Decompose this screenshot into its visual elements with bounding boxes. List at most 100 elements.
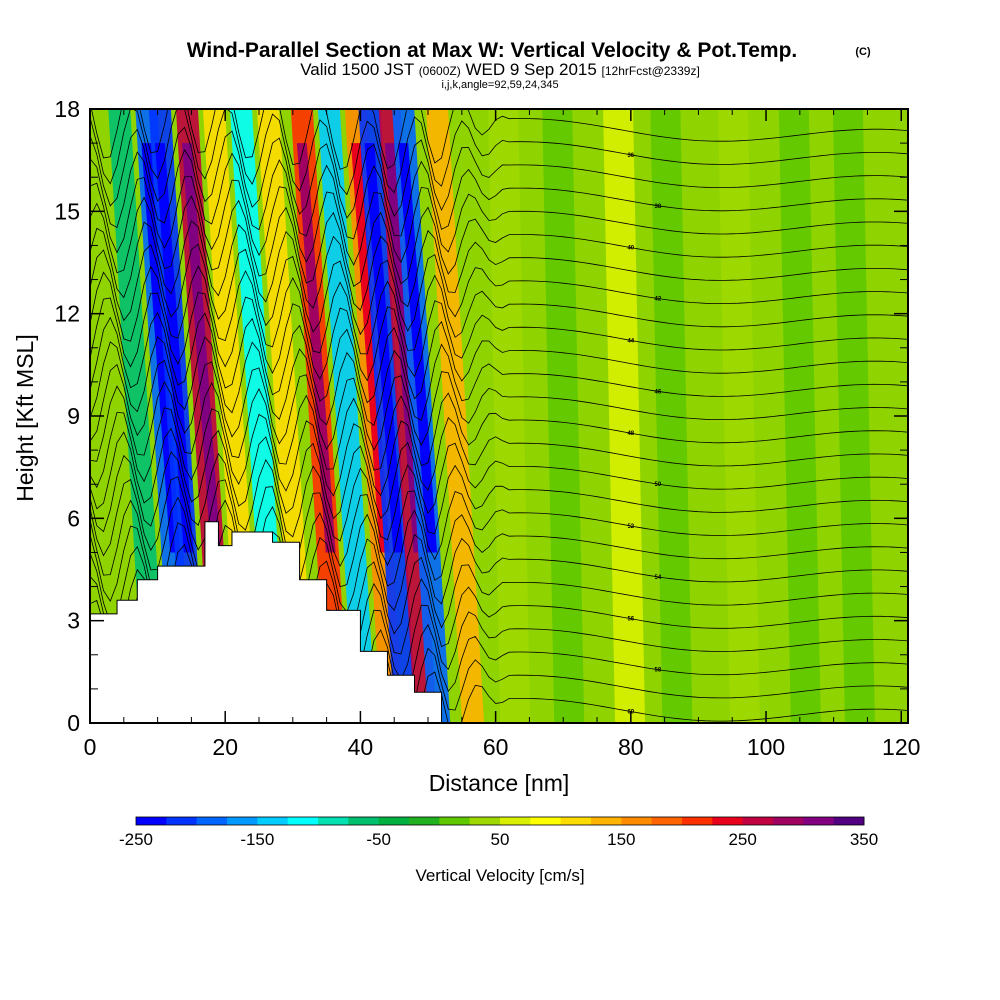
velocity-band: [542, 109, 585, 723]
x-tick-label: 40: [348, 734, 374, 760]
x-tick-label: 120: [882, 734, 920, 760]
velocity-band: [257, 109, 316, 723]
colorbar-swatch: [500, 817, 531, 825]
velocity-band: [488, 109, 531, 723]
subtitle-valid: Valid 1500 JST: [300, 60, 414, 79]
velocity-core: [296, 143, 336, 553]
velocity-band: [832, 109, 875, 723]
theta-contour-label: 56: [627, 617, 634, 623]
terrain-mask: [90, 521, 443, 723]
y-tick-label: 15: [54, 198, 80, 224]
theta-contour: [90, 522, 908, 614]
theta-contour: [90, 243, 908, 336]
colorbar-swatch: [591, 817, 622, 825]
y-axis-label: Height [Kft MSL]: [12, 334, 38, 501]
theta-contour-label: 40: [627, 246, 634, 252]
theta-contour: [90, 359, 908, 451]
colorbar-frame: [135, 816, 865, 826]
colorbar-swatch: [166, 817, 198, 825]
colorbar-swatch: [348, 817, 380, 825]
theta-contour: [90, 175, 908, 266]
y-tick-label: 0: [67, 710, 80, 736]
velocity-band: [778, 109, 821, 723]
theta-contour: [90, 476, 908, 568]
theta-contour: [90, 407, 908, 497]
x-tick-label: 60: [483, 734, 509, 760]
theta-contour: [90, 149, 908, 240]
theta-contour-label: 48: [627, 431, 634, 437]
theta-contour: [90, 380, 908, 471]
theta-contour: [90, 265, 908, 355]
theta-contour-label: 58: [655, 668, 662, 674]
x-axis-label: Distance [nm]: [429, 770, 570, 796]
x-tick-label: 80: [618, 734, 644, 760]
subtitle-fcst: [12hrFcst@2339z]: [602, 64, 700, 78]
theta-contour-label: 38: [655, 204, 662, 210]
y-tick-label: 6: [67, 505, 80, 531]
chart-title: Wind-Parallel Section at Max W: Vertical…: [187, 39, 798, 62]
y-tick-label: 9: [67, 403, 80, 429]
x-tick-label: 20: [212, 734, 238, 760]
theta-contour: [90, 126, 908, 219]
colorbar-swatch: [833, 817, 865, 825]
theta-contour-label: 50: [655, 482, 662, 488]
theta-contours: [90, 109, 908, 723]
colorbar-tick-label: 350: [850, 830, 878, 849]
velocity-core: [364, 143, 404, 553]
y-tick-label: 3: [67, 608, 80, 634]
theta-contour: [90, 292, 908, 382]
theta-contour-label: 46: [655, 389, 662, 395]
theta-contour: [90, 195, 908, 287]
theta-contour-label: 54: [655, 575, 662, 581]
colorbar-swatch: [287, 817, 319, 825]
theta-contour-label: 42: [655, 297, 662, 303]
colorbar-swatch: [530, 817, 562, 825]
colorbar-swatch: [712, 817, 744, 825]
theta-contour-label: 52: [627, 524, 634, 530]
colorbar-swatch: [803, 817, 835, 825]
colorbar-swatch: [378, 817, 410, 825]
colorbar-swatch: [257, 817, 289, 825]
x-tick-label: 0: [84, 734, 97, 760]
theta-contour: [91, 109, 908, 170]
subtitle-utc: (0600Z): [419, 64, 461, 78]
colorbar-swatch: [560, 817, 592, 825]
colorbar-swatch: [682, 817, 713, 825]
colorbar-swatch: [136, 817, 167, 825]
velocity-band: [717, 109, 760, 723]
colorbar-tick-label: 250: [728, 830, 756, 849]
theta-contour: [90, 451, 908, 542]
colorbar-tick-label: -150: [240, 830, 274, 849]
chart-subtitle: Valid 1500 JST (0600Z) WED 9 Sep 2015 [1…: [300, 60, 700, 79]
colorbar-swatch: [742, 817, 774, 825]
colorbar-swatch: [469, 817, 501, 825]
theta-contour-label: 44: [627, 338, 634, 344]
x-tick-label: 100: [747, 734, 785, 760]
colorbar-swatch: [196, 817, 228, 825]
colorbar: -250 -150 -50 50 150 250 350: [119, 816, 878, 849]
chart-subtitle-indices: i,j,k,angle=92,59,24,345: [441, 79, 558, 91]
colorbar-label: Vertical Velocity [cm/s]: [415, 866, 584, 885]
theta-contour-label: 36: [627, 153, 634, 159]
theta-contour: [90, 311, 908, 404]
colorbar-tick-label: 150: [607, 830, 635, 849]
theta-contour: [90, 427, 908, 520]
plot-area: 60585654525048464442403836: [90, 109, 908, 723]
theta-contour: [90, 661, 908, 723]
colorbar-swatch: [621, 817, 653, 825]
y-tick-label: 18: [54, 96, 80, 122]
colorbar-swatch: [227, 817, 258, 825]
colorbar-swatch: [409, 817, 440, 825]
colorbar-tick-label: -250: [119, 830, 153, 849]
colorbar-swatch: [773, 817, 804, 825]
velocity-band: [317, 109, 376, 723]
x-axis: 0 20 40 60 80 100 120: [84, 109, 920, 760]
colorbar-tick-label: 50: [491, 830, 510, 849]
y-tick-label: 12: [54, 301, 80, 327]
chart-title-mark: (C): [855, 46, 871, 58]
colorbar-tick-label: -50: [366, 830, 391, 849]
theta-contour: [90, 336, 908, 426]
colorbar-swatch: [651, 817, 683, 825]
